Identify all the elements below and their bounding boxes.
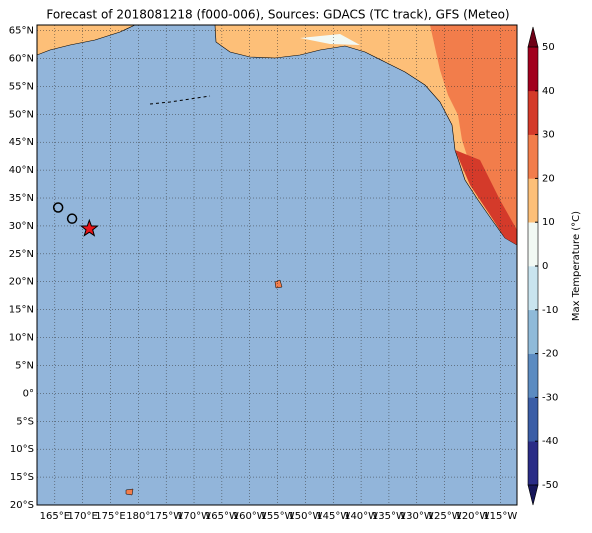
colorbar-tick-label: 50 xyxy=(542,42,555,53)
lon-label: 120°W xyxy=(455,511,489,522)
north-america xyxy=(214,24,518,246)
lon-label: 165°E xyxy=(40,511,70,522)
lon-label: 115°W xyxy=(483,511,517,522)
lon-label: 125°W xyxy=(428,511,462,522)
lat-label: 20°S xyxy=(10,500,34,511)
colorbar-segment xyxy=(528,134,538,179)
lon-label: 165°W xyxy=(205,511,239,522)
colorbar-tick-label: -10 xyxy=(542,305,558,316)
track-point xyxy=(52,202,64,213)
lon-label: 155°W xyxy=(261,511,295,522)
lat-label: 10°N xyxy=(9,333,34,344)
lat-label: 20°N xyxy=(9,277,34,288)
lat-label: 35°N xyxy=(9,193,34,204)
island xyxy=(125,488,134,496)
grid xyxy=(37,25,517,506)
colorbar-tick-label: 10 xyxy=(542,217,555,228)
lat-label: 50°N xyxy=(9,109,34,120)
lat-label: 15°N xyxy=(9,305,34,316)
colorbar-segment xyxy=(528,222,538,267)
lon-label: 175°E xyxy=(95,511,125,522)
lon-label: 170°E xyxy=(67,511,97,522)
lat-label: 15°S xyxy=(10,472,34,483)
map-frame xyxy=(36,24,518,506)
lon-label: 175°W xyxy=(149,511,183,522)
colorbar-segment xyxy=(528,90,538,135)
colorbar-segment xyxy=(528,397,538,442)
colorbar-tick-label: 40 xyxy=(542,86,555,97)
lon-label: 130°W xyxy=(400,511,434,522)
map-title: Forecast of 2018081218 (f000-006), Sourc… xyxy=(46,8,509,22)
lat-label: 45°N xyxy=(9,137,34,148)
warm-region xyxy=(430,25,517,230)
lon-label: 160°W xyxy=(233,511,267,522)
lat-label: 10°S xyxy=(10,444,34,455)
colorbar-tick-label: -20 xyxy=(542,349,558,360)
lat-label: 0° xyxy=(23,388,34,399)
lon-label: 135°W xyxy=(372,511,406,522)
colorbar-tick-label: 30 xyxy=(542,130,555,141)
lon-label: 145°W xyxy=(316,511,350,522)
colorbar-segment xyxy=(528,309,538,354)
lat-label: 60°N xyxy=(9,53,34,64)
lon-label: 140°W xyxy=(344,511,378,522)
colorbar-segment xyxy=(528,353,538,398)
lon-label: 150°W xyxy=(288,511,322,522)
track-star xyxy=(79,218,99,237)
colorbar: -50 -40 -30 -20 -10 0 10 20 30 40 50 xyxy=(527,26,558,506)
lat-label: 5°N xyxy=(15,360,34,371)
colorbar-tick-label: 20 xyxy=(542,173,555,184)
colorbar-segment xyxy=(528,266,538,311)
lon-label: 180° xyxy=(126,511,150,522)
lat-label: 55°N xyxy=(9,81,34,92)
colorbar-tick-label: -30 xyxy=(542,392,558,403)
colorbar-tick-label: -50 xyxy=(542,480,558,491)
lon-label: 170°W xyxy=(177,511,211,522)
hot-region xyxy=(455,150,517,245)
colorbar-over xyxy=(527,26,539,48)
colorbar-tick-label: 0 xyxy=(542,261,548,272)
colorbar-segment xyxy=(528,441,538,486)
track-point xyxy=(66,213,78,224)
russia xyxy=(36,24,136,56)
lat-label: 40°N xyxy=(9,165,34,176)
colorbar-segment xyxy=(528,178,538,223)
colorbar-under xyxy=(527,484,539,506)
land xyxy=(36,24,518,496)
cool-region xyxy=(300,34,360,45)
ocean xyxy=(37,25,517,505)
colorbar-segment xyxy=(528,47,538,92)
lat-label: 65°N xyxy=(9,26,34,37)
colorbar-label: Max Temperature (°C) xyxy=(571,211,582,321)
colorbar-tick-label: -40 xyxy=(542,436,558,447)
lat-label: 5°S xyxy=(16,416,34,427)
aleutians xyxy=(149,95,211,105)
hawaii xyxy=(274,279,283,289)
lat-label: 30°N xyxy=(9,221,34,232)
lat-label: 25°N xyxy=(9,249,34,260)
